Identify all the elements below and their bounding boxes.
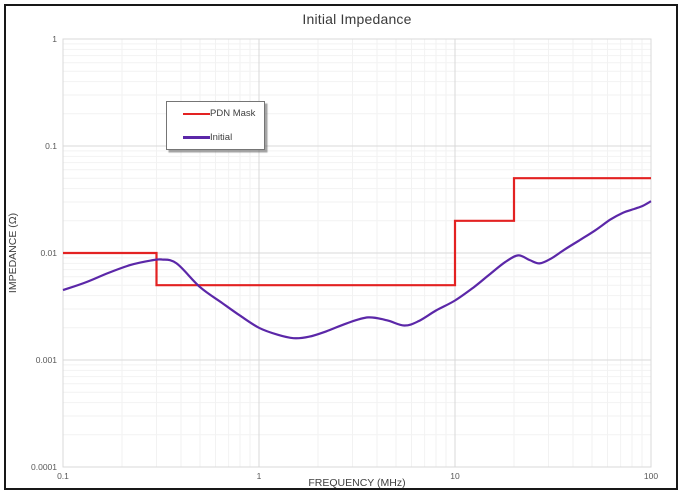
legend: PDN Mask Initial <box>166 101 265 150</box>
y-tick-label: 1 <box>52 34 57 44</box>
x-tick-label: 1 <box>257 471 262 481</box>
legend-label-pdn-mask: PDN Mask <box>210 108 256 120</box>
y-tick-label: 0.001 <box>36 355 58 365</box>
y-tick-label: 0.0001 <box>31 462 57 472</box>
y-tick-label: 0.1 <box>45 141 57 151</box>
legend-label-initial: Initial <box>210 131 233 143</box>
initial-line <box>62 200 652 340</box>
x-tick-label: 100 <box>644 471 658 481</box>
chart-title: Initial Impedance <box>302 11 412 27</box>
x-tick-label: 0.1 <box>57 471 69 481</box>
pdn-mask-line-swatch <box>183 112 210 115</box>
y-tick-label: 0.01 <box>40 248 57 258</box>
chart-frame <box>4 4 678 490</box>
x-axis-label: FREQUENCY (MHz) <box>308 477 406 489</box>
legend-item-initial: Initial <box>183 126 264 150</box>
x-tick-label: 10 <box>450 471 460 481</box>
initial-line-swatch <box>183 136 210 139</box>
legend-item-pdn-mask: PDN Mask <box>183 102 264 126</box>
pdn-mask-line <box>63 177 651 287</box>
y-axis-label: IMPEDANCE (Ω) <box>7 212 19 294</box>
